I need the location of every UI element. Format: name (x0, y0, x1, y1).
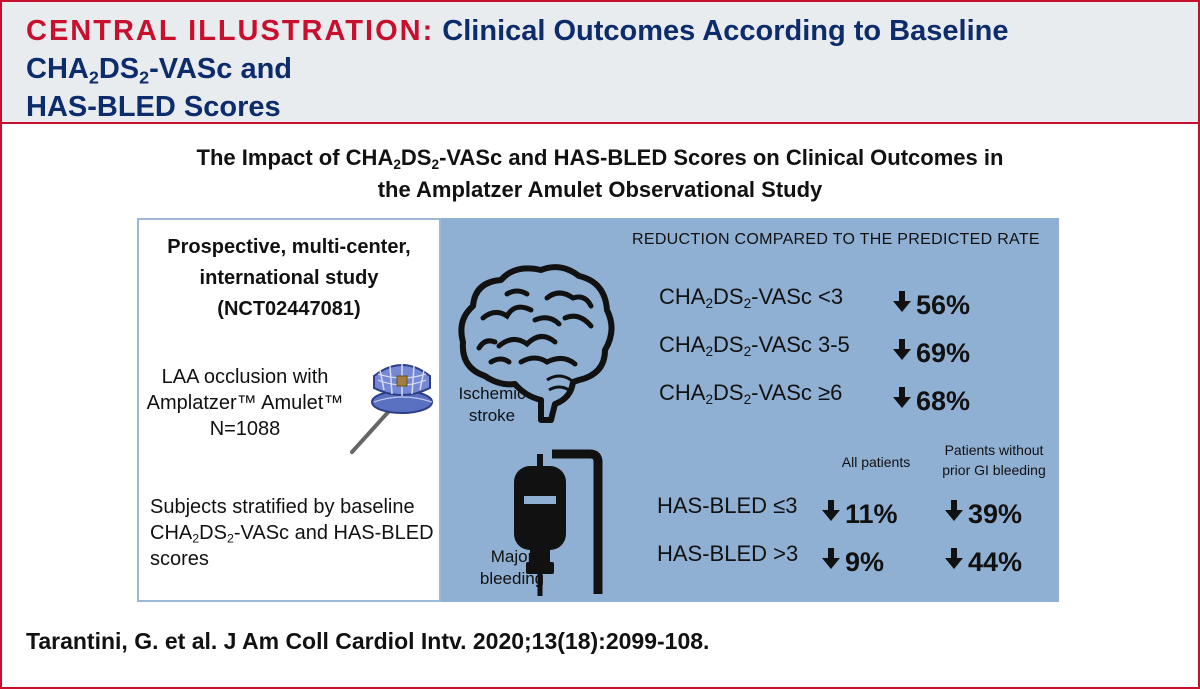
stroke-row-value: 69% (893, 337, 971, 368)
header-title-line3: HAS-BLED Scores (26, 91, 281, 123)
bleed-row-nogi: 44% (945, 546, 1023, 577)
column-no-gi-bleeding: Patients without prior GI bleeding (942, 442, 1046, 478)
bleed-row-all: 11% (822, 498, 898, 529)
stratification-note: Subjects stratified by baseline CHA2DS2-… (150, 496, 434, 570)
header-title: CENTRAL ILLUSTRATION: Clinical Outcomes … (26, 15, 1009, 123)
header-title-line1: Clinical Outcomes According to Baseline (442, 15, 1009, 47)
bleed-row-label: HAS-BLED >3 (657, 541, 799, 566)
bleed-row-label: HAS-BLED ≤3 (657, 493, 798, 518)
figure-subtitle: The Impact of CHA2DS2-VASc and HAS-BLED … (196, 145, 1004, 202)
stroke-caption: Ischemic stroke (458, 384, 526, 425)
citation: Tarantini, G. et al. J Am Coll Cardiol I… (26, 628, 710, 654)
column-all-patients: All patients (841, 454, 911, 470)
stroke-row-value: 68% (893, 385, 971, 416)
study-description: Prospective, multi-center, international… (167, 236, 411, 320)
bleeding-caption: Major bleeding (479, 547, 545, 588)
amulet-device-icon (350, 364, 433, 454)
header-banner: CENTRAL ILLUSTRATION: Clinical Outcomes … (2, 2, 1198, 124)
bleed-row-all: 9% (822, 546, 885, 577)
device-description: LAA occlusion with Amplatzer™ Amulet™ N=… (146, 366, 344, 440)
stroke-row-value: 56% (893, 289, 971, 320)
reduction-heading: REDUCTION COMPARED TO THE PREDICTED RATE (632, 231, 1040, 248)
brain-icon (458, 264, 615, 423)
stroke-row-label: CHA2DS2-VASc 3-5 (659, 332, 850, 360)
stroke-row-label: CHA2DS2-VASc ≥6 (659, 380, 843, 408)
stroke-row-label: CHA2DS2-VASc <3 (659, 284, 844, 312)
header-prefix: CENTRAL ILLUSTRATION: (26, 15, 435, 47)
iv-bag-icon (514, 449, 603, 596)
bleed-row-nogi: 39% (945, 498, 1023, 529)
